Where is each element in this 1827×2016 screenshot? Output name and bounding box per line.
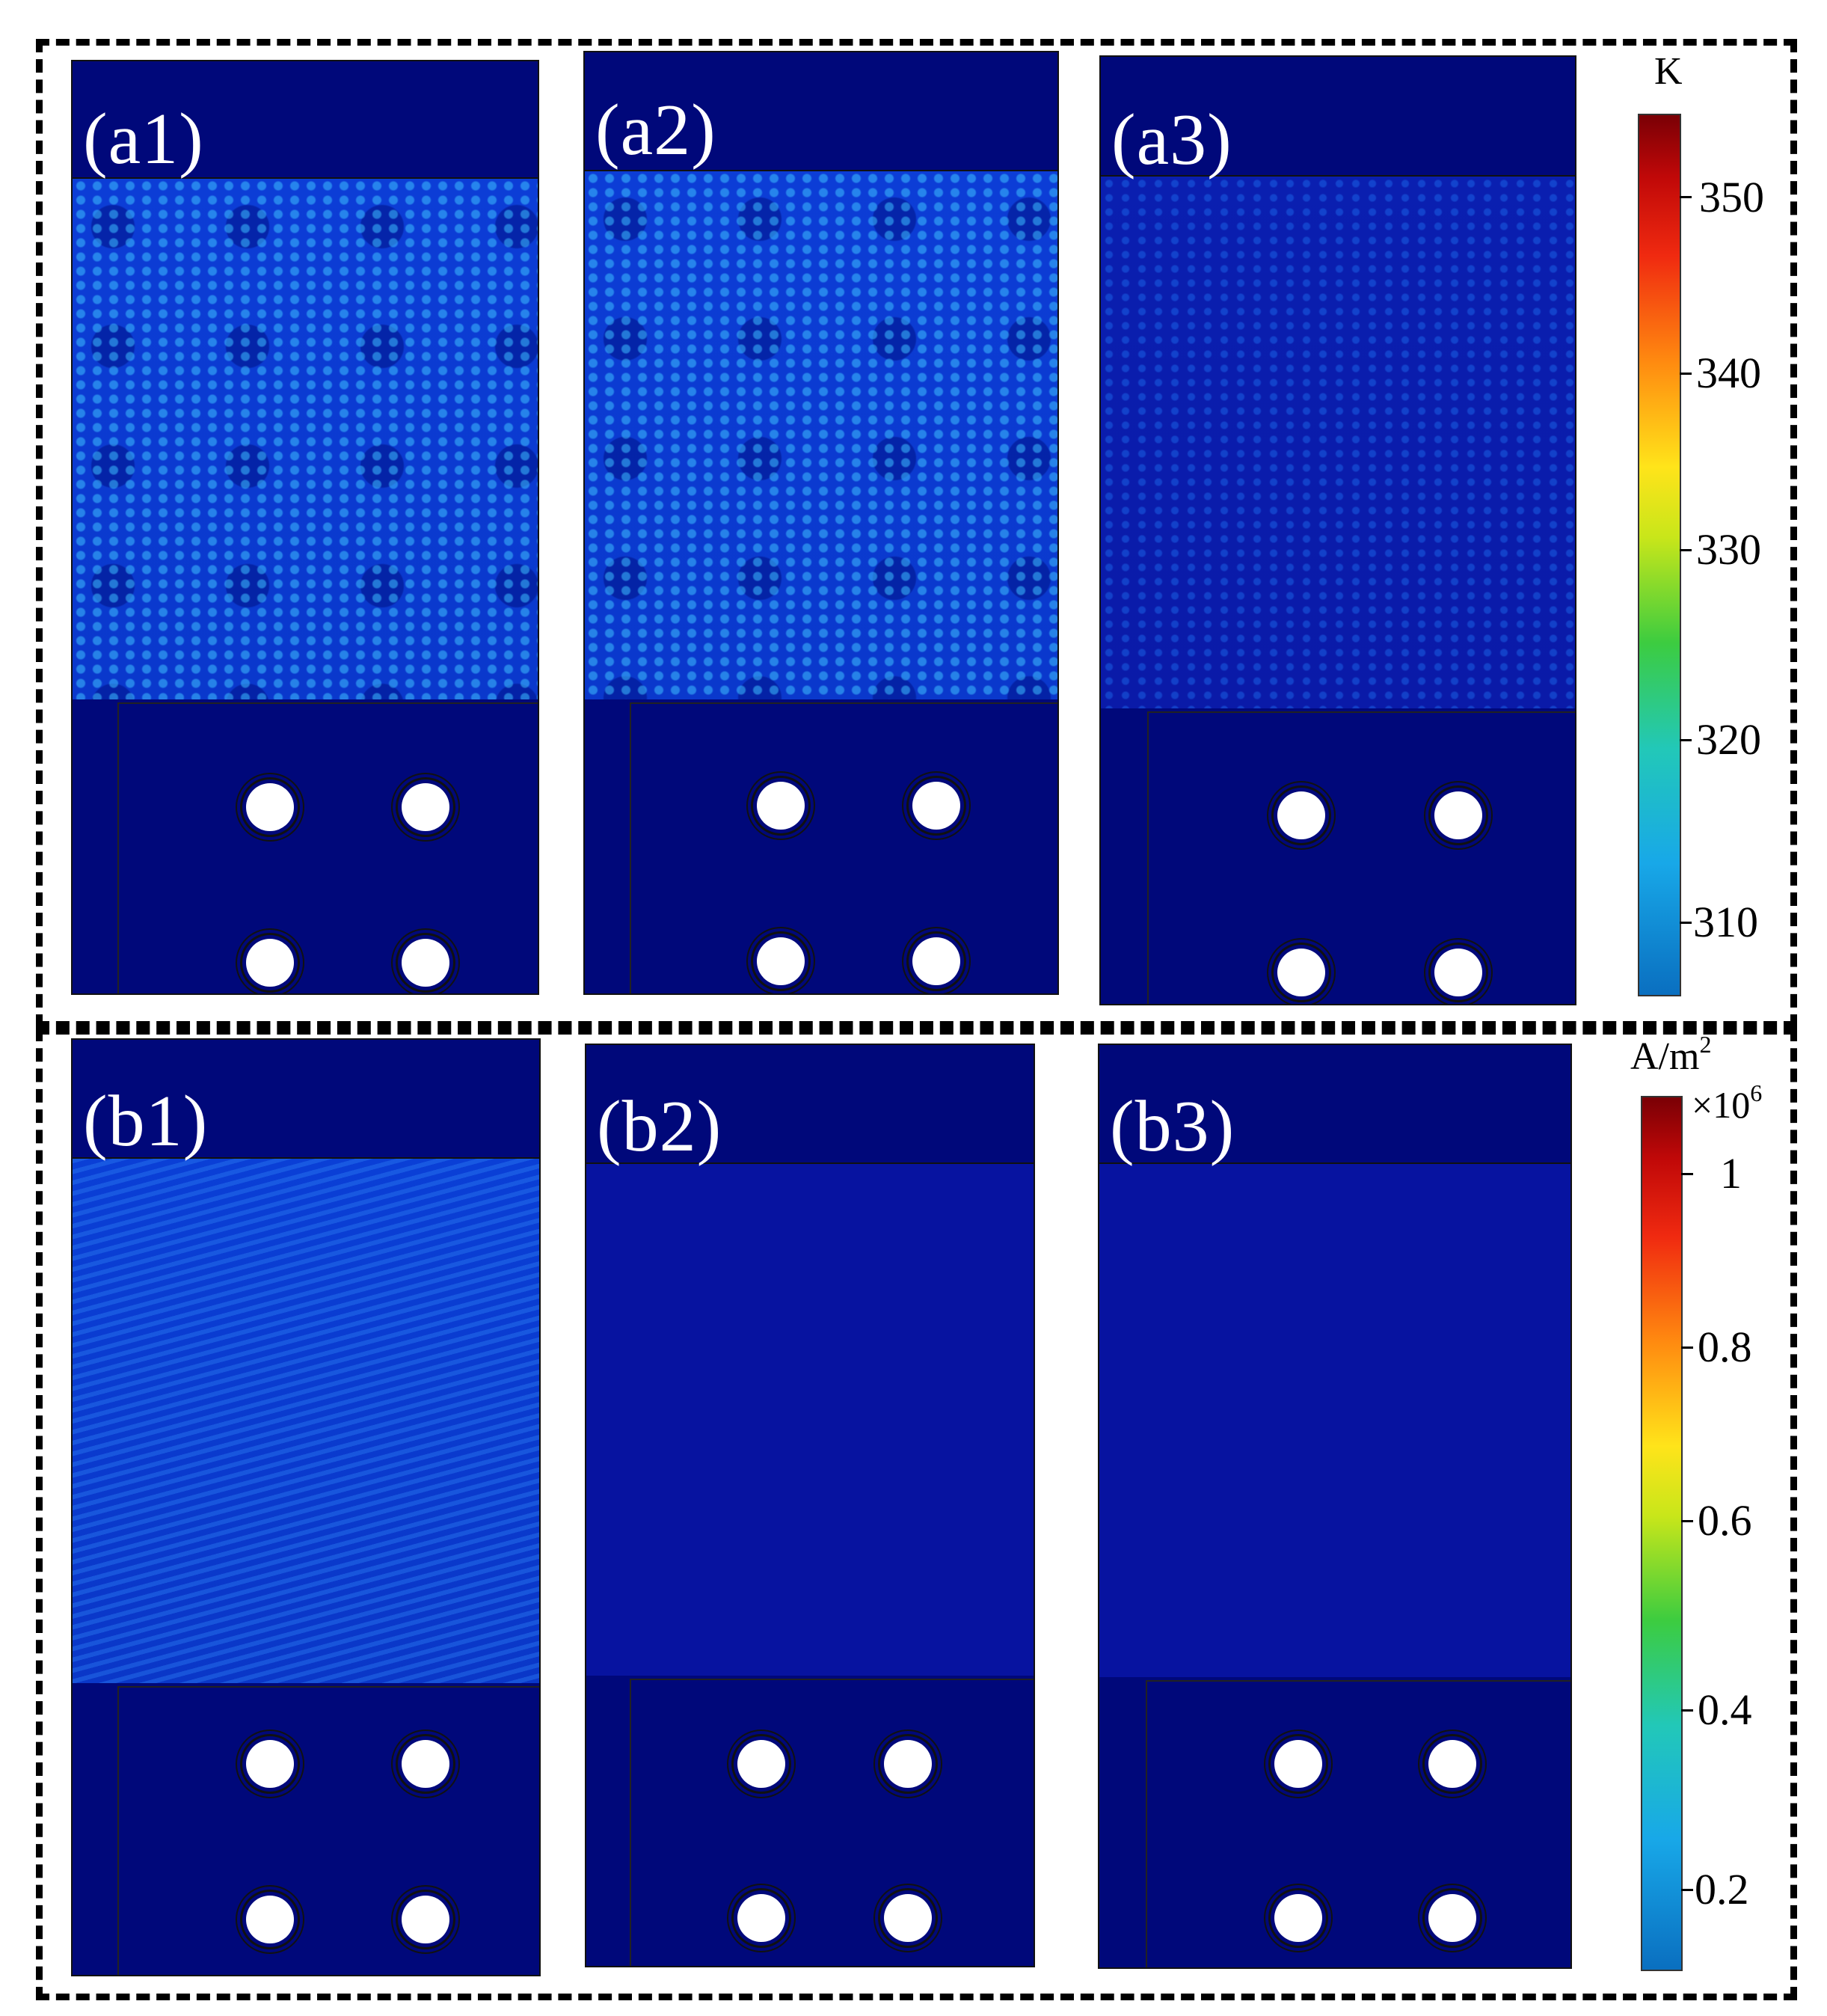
colorbar-bottom-tick-label: 0.6: [1698, 1496, 1752, 1545]
colorbar-top-tick: [1680, 922, 1692, 924]
colorbar-top-tick: [1680, 549, 1692, 551]
colorbar-top-tick: [1680, 739, 1692, 741]
colorbar-top-tick-label: 320: [1696, 715, 1761, 764]
colorbar-top-tick: [1680, 373, 1692, 375]
colorbar-top-tick: [1680, 196, 1692, 198]
colorbar-bottom-tick-label: 1: [1720, 1149, 1742, 1198]
panel-label: (a1): [83, 99, 204, 180]
panel-label: (b1): [83, 1081, 209, 1162]
panel-a1: (a1): [71, 60, 539, 995]
colorbar-bottom-tick-label: 0.4: [1698, 1685, 1752, 1734]
panel-a2: (a2): [583, 51, 1059, 995]
colorbar-bottom-multiplier-sup: 6: [1750, 1079, 1763, 1106]
colorbar-bottom-tick: [1681, 1889, 1693, 1891]
colorbar-top-tick-label: 330: [1696, 525, 1761, 574]
panel-b3: (b3): [1098, 1044, 1572, 1969]
panel-b2: (b2): [585, 1044, 1035, 1967]
colorbar-bottom-unit-text: A/m: [1630, 1035, 1700, 1078]
colorbar-top-tick-label: 310: [1693, 898, 1758, 946]
panel-label: (a2): [595, 90, 716, 171]
group-a-frame: [36, 39, 1797, 1028]
colorbar-bottom-unit-sup: 2: [1699, 1031, 1712, 1058]
panel-a3: (a3): [1099, 55, 1576, 1005]
panel-label: (b3): [1110, 1086, 1235, 1167]
colorbar-bottom-tick: [1681, 1173, 1693, 1175]
group-b-frame: [36, 1028, 1797, 2000]
colorbar-top-tick-label: 340: [1696, 349, 1761, 397]
colorbar-bottom-tick-label: 0.2: [1695, 1865, 1749, 1914]
colorbar-bottom: [1641, 1096, 1683, 1971]
colorbar-bottom-unit: A/m2: [1630, 1032, 1711, 1076]
colorbar-top-tick-label: 350: [1699, 173, 1764, 221]
colorbar-bottom-multiplier: ×106: [1692, 1081, 1762, 1124]
panel-label: (b2): [597, 1086, 722, 1167]
colorbar-top: [1638, 114, 1681, 996]
colorbar-bottom-tick: [1681, 1520, 1693, 1522]
colorbar-bottom-tick: [1681, 1346, 1693, 1349]
panel-b1: (b1): [71, 1038, 541, 1976]
panel-label: (a3): [1111, 99, 1232, 180]
colorbar-top-unit: K: [1654, 50, 1683, 93]
colorbar-bottom-multiplier-text: ×10: [1692, 1084, 1751, 1126]
colorbar-bottom-tick-label: 0.8: [1698, 1323, 1752, 1371]
colorbar-bottom-tick: [1681, 1709, 1693, 1712]
